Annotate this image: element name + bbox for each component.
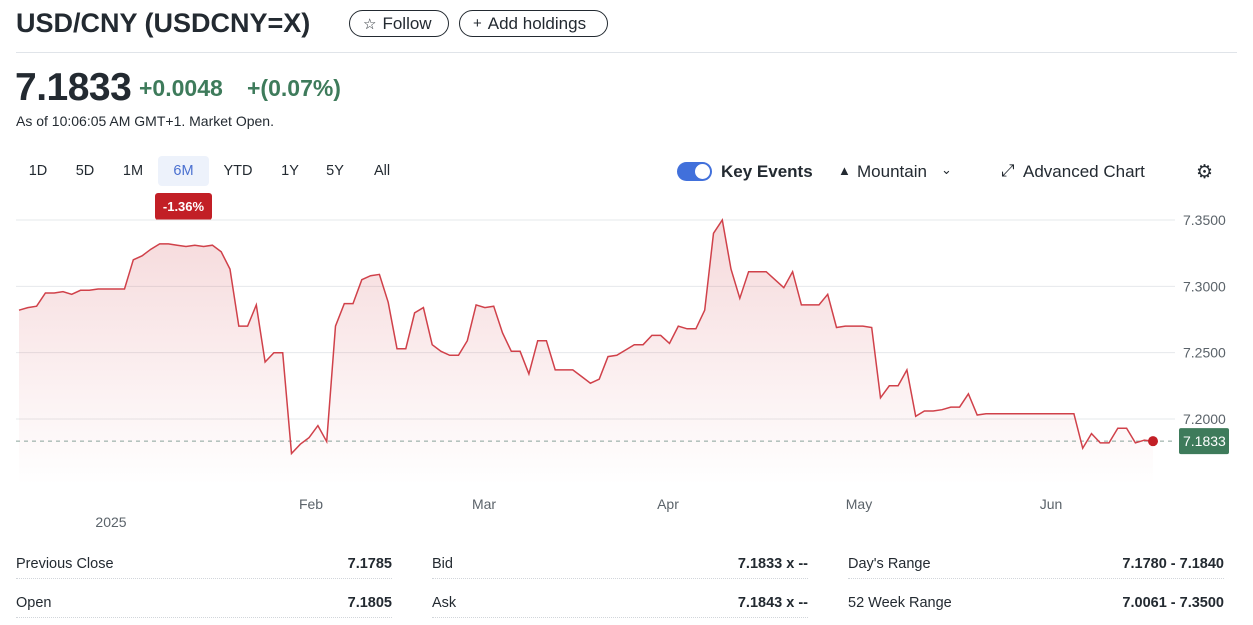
range-1d[interactable]: 1D <box>28 163 48 179</box>
toggle-knob <box>695 164 710 179</box>
expand-icon: ⤢ <box>1001 161 1015 180</box>
range-5d[interactable]: 5D <box>75 163 95 179</box>
advanced-chart-label: Advanced Chart <box>1023 162 1145 181</box>
advanced-chart-button[interactable]: ⤢ Advanced Chart <box>1001 161 1153 182</box>
price-area <box>19 220 1153 485</box>
range-5y[interactable]: 5Y <box>326 163 344 179</box>
bid-value: 7.1833 x -- <box>737 556 808 572</box>
settings-gear-icon[interactable]: ⚙ <box>1196 162 1214 183</box>
ask-value: 7.1843 x -- <box>737 595 808 611</box>
bid-label: Bid <box>432 556 453 572</box>
current-price-label: 7.1833 <box>1183 433 1226 449</box>
chart-type-label: Mountain <box>857 162 927 181</box>
follow-button[interactable]: ☆ Follow <box>349 10 449 37</box>
y-tick-label: 7.2000 <box>1183 411 1226 427</box>
chevron-down-icon: ⌄ <box>941 162 952 177</box>
stats-divider <box>16 617 392 618</box>
key-events-label: Key Events <box>721 162 813 181</box>
chart-type-dropdown[interactable]: ▲ Mountain ⌄ <box>838 162 956 182</box>
days-range-label: Day's Range <box>848 556 931 572</box>
mountain-icon: ▲ <box>838 163 851 178</box>
last-price-dot <box>1148 436 1158 447</box>
as-of-timestamp: As of 10:06:05 AM GMT+1. Market Open. <box>16 113 274 129</box>
y-tick-label: 7.3500 <box>1183 212 1226 228</box>
page-title: USD/CNY (USDCNY=X) <box>16 8 311 38</box>
previous-close-label: Previous Close <box>16 556 114 572</box>
add-holdings-button[interactable]: + Add holdings <box>459 10 608 37</box>
x-tick-label: Apr <box>657 496 679 512</box>
week52-range-value: 7.0061 - 7.3500 <box>1122 595 1224 611</box>
open-label: Open <box>16 595 52 611</box>
range-6m[interactable]: 6M <box>158 156 209 186</box>
current-price-label-box <box>1179 428 1229 455</box>
plus-icon: + <box>473 15 482 32</box>
year-label: 2025 <box>95 514 126 530</box>
x-tick-label: Jun <box>1040 496 1063 512</box>
days-range-value: 7.1780 - 7.1840 <box>1122 556 1224 572</box>
stats-divider <box>16 578 392 579</box>
stats-divider <box>432 617 808 618</box>
price-change-percent: +(0.07%) <box>247 75 341 101</box>
open-value: 7.1805 <box>347 595 392 611</box>
header-divider <box>16 52 1237 53</box>
x-tick-label: May <box>846 496 872 512</box>
y-tick-label: 7.2500 <box>1183 345 1226 361</box>
range-1m[interactable]: 1M <box>122 163 144 179</box>
range-ytd[interactable]: YTD <box>223 163 253 179</box>
current-price: 7.1833 <box>15 66 132 109</box>
add-holdings-label: Add holdings <box>487 13 587 33</box>
ask-label: Ask <box>432 595 457 611</box>
previous-close-value: 7.1785 <box>347 556 392 572</box>
range-change-badge: -1.36% <box>155 193 212 220</box>
range-all[interactable]: All <box>373 163 391 179</box>
key-events-toggle[interactable] <box>677 162 712 181</box>
x-tick-label: Feb <box>299 496 323 512</box>
price-chart[interactable]: 7.3500 7.3000 7.2500 7.2000 Feb Mar Apr May Jun… <box>0 200 1253 540</box>
y-tick-label: 7.3000 <box>1183 278 1226 294</box>
range-1y[interactable]: 1Y <box>281 163 299 179</box>
star-outline-icon: ☆ <box>363 15 377 33</box>
price-change: +0.0048 <box>139 75 223 101</box>
price-line <box>18 218 1154 456</box>
follow-label: Follow <box>382 13 432 33</box>
stats-divider <box>848 578 1224 579</box>
week52-range-label: 52 Week Range <box>848 595 952 611</box>
stats-divider <box>432 578 808 579</box>
x-tick-label: Mar <box>472 496 496 512</box>
